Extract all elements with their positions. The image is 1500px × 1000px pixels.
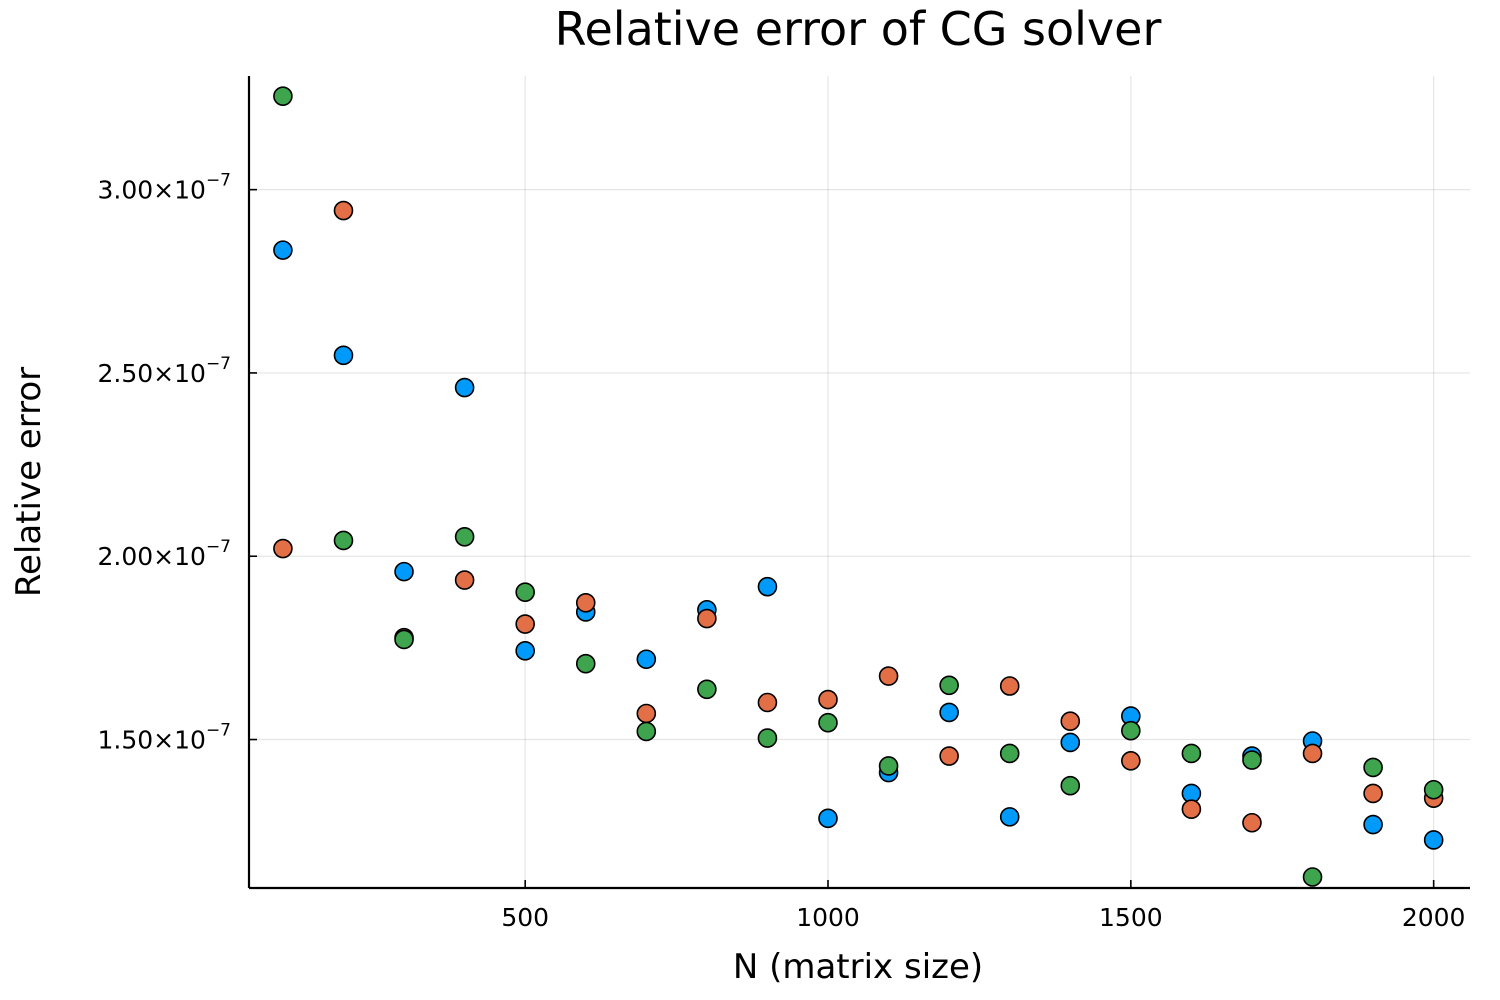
data-point xyxy=(1363,814,1383,835)
ticks: 500 1000 1500 20001.50×10−72.00×10−72.50×10… xyxy=(98,171,1466,932)
data-point xyxy=(515,641,535,661)
data-point xyxy=(454,377,475,398)
data-point xyxy=(878,666,899,686)
data-point xyxy=(999,676,1020,696)
y-tick-label: 2.00×10−7 xyxy=(98,537,232,571)
y-tick-label: 2.50×10−7 xyxy=(98,354,232,388)
data-point xyxy=(636,721,657,742)
data-point xyxy=(1242,750,1262,770)
data-point xyxy=(1181,743,1202,764)
y-tick-label: 1.50×10−7 xyxy=(98,721,232,755)
x-tick-label: 1000 xyxy=(796,903,860,932)
data-point xyxy=(273,538,293,559)
data-point xyxy=(1121,750,1141,771)
data-point xyxy=(818,689,838,710)
data-point xyxy=(394,629,414,650)
series-3 xyxy=(273,86,1444,887)
data-point xyxy=(333,530,354,551)
data-point xyxy=(454,570,475,590)
data-point xyxy=(515,582,535,602)
data-point xyxy=(575,592,596,613)
data-points xyxy=(273,86,1444,887)
data-point xyxy=(818,712,838,733)
data-point xyxy=(1363,757,1383,778)
data-point xyxy=(333,200,354,221)
data-point xyxy=(273,86,293,106)
data-point xyxy=(1121,720,1141,741)
data-point xyxy=(1181,799,1202,819)
data-point xyxy=(575,653,596,674)
data-point xyxy=(939,675,959,696)
data-point xyxy=(1060,711,1081,732)
y-axis-label: Relative error xyxy=(9,367,49,597)
data-point xyxy=(1423,779,1444,800)
y-tick-exponent: −7 xyxy=(206,354,231,374)
data-point xyxy=(757,576,778,597)
series-1 xyxy=(273,240,1444,850)
y-tick-exponent: −7 xyxy=(206,537,231,557)
data-point xyxy=(515,614,535,634)
data-point xyxy=(1060,775,1081,796)
y-tick-exponent: −7 xyxy=(206,721,231,741)
y-tick-mantissa: 1.50×10 xyxy=(98,726,206,755)
y-tick-mantissa: 3.00×10 xyxy=(98,176,206,205)
data-point xyxy=(818,808,838,829)
data-point xyxy=(1302,867,1323,887)
data-point xyxy=(878,756,899,776)
data-point xyxy=(636,649,657,670)
data-point xyxy=(939,746,959,766)
grid xyxy=(249,76,1470,888)
x-tick-label: 2000 xyxy=(1402,903,1466,932)
x-tick-label: 1500 xyxy=(1099,903,1163,932)
data-point xyxy=(697,679,717,700)
data-point xyxy=(1242,812,1262,833)
y-tick-label: 3.00×10−7 xyxy=(98,171,232,205)
data-point xyxy=(757,728,778,748)
data-point xyxy=(1423,830,1444,850)
data-point xyxy=(1060,732,1081,753)
x-axis-label: N (matrix size) xyxy=(733,947,983,987)
data-point xyxy=(454,527,475,547)
data-point xyxy=(939,702,959,723)
data-point xyxy=(636,703,657,724)
data-point xyxy=(999,743,1020,764)
y-tick-mantissa: 2.50×10 xyxy=(98,359,206,388)
data-point xyxy=(333,345,354,366)
x-tick-label: 500 xyxy=(501,903,549,932)
data-point xyxy=(1302,743,1323,764)
chart-title: Relative error of CG solver xyxy=(555,2,1162,56)
y-tick-exponent: −7 xyxy=(206,171,231,191)
data-point xyxy=(999,807,1020,827)
series-2 xyxy=(273,200,1444,833)
y-tick-mantissa: 2.00×10 xyxy=(98,542,206,571)
axes xyxy=(247,76,1470,890)
data-point xyxy=(697,608,717,629)
data-point xyxy=(273,240,293,260)
data-point xyxy=(394,561,414,582)
data-point xyxy=(1363,783,1383,804)
data-point xyxy=(757,692,778,713)
